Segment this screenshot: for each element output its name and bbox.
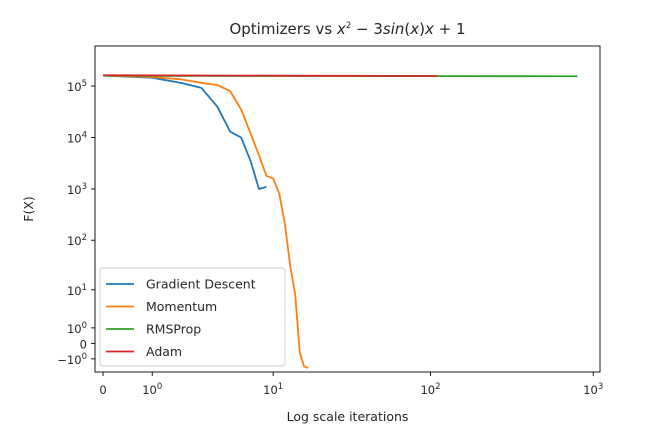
y-tick-label: 102: [67, 233, 87, 248]
series-line-adam: [103, 74, 438, 77]
y-tick-label-base: 0: [80, 337, 87, 351]
legend-entry-label: Adam: [146, 344, 182, 359]
x-tick-label: 103: [583, 382, 603, 397]
y-tick-label-base: 10: [67, 284, 82, 298]
y-tick-label: 104: [67, 131, 87, 146]
title-math-part: (: [404, 20, 410, 38]
legend-entry-label: Momentum: [146, 299, 217, 314]
x-tick-label-base: 0: [99, 383, 106, 397]
chart-title: Optimizers vs x2 − 3sin(x)x + 1: [229, 20, 465, 38]
legend-frame: [99, 267, 286, 367]
title-math-part: + 1: [434, 20, 466, 38]
y-tick-label-exp: 5: [82, 79, 87, 89]
y-tick-label-exp: 1: [82, 283, 87, 293]
x-tick-label: 102: [420, 382, 440, 397]
title-math-part: − 3: [351, 20, 383, 38]
x-axis-label: Log scale iterations: [287, 409, 409, 424]
legend-entry-label: RMSProp: [146, 322, 201, 337]
title-math-part: sin: [383, 20, 405, 38]
x-tick-label-base: 10: [420, 383, 435, 397]
y-tick-label: −100: [57, 352, 87, 367]
y-tick-label: 0: [80, 337, 87, 351]
y-tick-label-exp: 4: [82, 131, 87, 141]
y-tick-label-base: 10: [67, 183, 82, 197]
title-math-part: x: [336, 20, 346, 38]
x-tick-label: 101: [263, 382, 283, 397]
y-tick-label: 101: [67, 283, 87, 298]
x-tick-label-exp: 1: [278, 382, 283, 392]
x-tick-label: 100: [142, 382, 162, 397]
x-tick-label-base: 10: [263, 383, 278, 397]
y-tick-label-base: 10: [67, 132, 82, 146]
x-tick-label-base: 10: [583, 383, 598, 397]
legend-entry-label: Gradient Descent: [146, 277, 256, 292]
title-math-part: ): [419, 20, 425, 38]
x-tick-label-exp: 0: [157, 382, 162, 392]
y-tick-label-exp: 3: [82, 182, 87, 192]
x-tick-label: 0: [99, 383, 106, 397]
y-tick-label-exp: 0: [82, 321, 87, 331]
y-tick-label: 100: [67, 321, 87, 336]
x-tick-label-exp: 3: [598, 382, 603, 392]
x-tick-label-exp: 2: [435, 382, 440, 392]
title-math-part: 2: [346, 21, 351, 31]
title-math-part: x: [409, 20, 419, 38]
x-tick-label-base: 10: [142, 383, 157, 397]
y-tick-label: 103: [67, 182, 87, 197]
y-tick-label-exp: 2: [82, 233, 87, 243]
series-line-gradient-descent: [102, 74, 267, 190]
chart-title-text: Optimizers vs x2 − 3sin(x)x + 1: [229, 20, 465, 38]
y-axis-label: F(X): [21, 196, 36, 222]
legend: Gradient Descent Momentum RMSProp Adam: [99, 267, 286, 367]
plot-frame: [94, 45, 601, 373]
series-lines: [102, 74, 578, 369]
y-tick-label-base: −10: [57, 353, 81, 367]
plot-area: [94, 45, 601, 373]
y-tick-label-base: 10: [67, 80, 82, 94]
title-math-part: x: [424, 20, 434, 38]
series-line-momentum: [103, 74, 309, 369]
y-tick-label-exp: 0: [82, 352, 87, 362]
y-tick-label: 105: [67, 79, 87, 94]
y-tick-label-base: 10: [67, 234, 82, 248]
x-axis-ticks: 0 100 101 102 103: [99, 372, 603, 397]
y-tick-label-base: 10: [67, 322, 82, 336]
title-prefix: Optimizers vs: [229, 20, 336, 38]
